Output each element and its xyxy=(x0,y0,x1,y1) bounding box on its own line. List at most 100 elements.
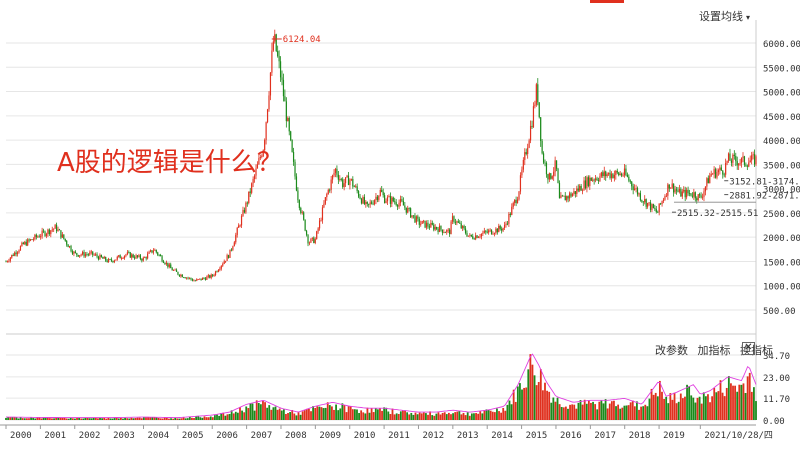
volume-bar xyxy=(224,415,227,420)
price-candle xyxy=(534,104,536,107)
price-candle xyxy=(294,161,296,177)
price-candle xyxy=(258,158,260,165)
price-candle xyxy=(139,255,141,260)
volume-bar xyxy=(111,418,114,420)
price-candle xyxy=(699,194,701,196)
price-candle xyxy=(295,176,298,191)
volume-bar xyxy=(648,398,651,420)
volume-bar xyxy=(431,415,434,420)
volume-bar xyxy=(63,417,66,420)
price-candle xyxy=(584,180,587,189)
price-candle xyxy=(275,34,277,52)
volume-bar xyxy=(99,417,101,420)
volume-bar xyxy=(404,410,406,420)
volume-bar xyxy=(301,411,304,420)
add-indicator-button[interactable]: 加指标 xyxy=(697,344,731,357)
volume-bar xyxy=(600,400,603,420)
price-candle xyxy=(201,277,204,281)
price-candle xyxy=(174,269,176,271)
price-candle xyxy=(291,139,293,152)
price-candle xyxy=(47,229,49,234)
price-candle xyxy=(162,261,165,263)
volume-bar xyxy=(719,380,722,420)
price-candle xyxy=(55,224,58,232)
volume-bar xyxy=(276,409,279,420)
volume-bar xyxy=(640,406,642,420)
volume-bar xyxy=(203,416,206,420)
volume-bar xyxy=(351,409,354,420)
volume-bar xyxy=(151,417,154,420)
range-annotation-label: 3152.81-3174.66 xyxy=(729,178,800,188)
close-icon[interactable]: ✕ xyxy=(742,342,755,355)
volume-bar xyxy=(458,410,461,420)
volume-bar xyxy=(681,398,684,420)
moving-average-settings-button[interactable]: 设置均线 ▾ xyxy=(699,8,750,24)
price-candle xyxy=(191,279,194,281)
price-candle xyxy=(664,196,666,200)
price-candle xyxy=(581,190,584,192)
volume-bar xyxy=(619,408,622,420)
price-candle xyxy=(251,183,253,193)
price-candle xyxy=(290,131,292,140)
volume-bar xyxy=(692,397,695,420)
price-candle xyxy=(74,251,76,253)
volume-bar xyxy=(316,406,319,420)
price-candle xyxy=(511,206,513,215)
price-candle xyxy=(368,203,370,205)
price-candle xyxy=(464,228,467,234)
change-params-button[interactable]: 改参数 xyxy=(655,344,688,357)
price-candle xyxy=(76,252,78,255)
price-candle xyxy=(168,264,170,267)
price-candle xyxy=(401,198,403,202)
volume-bar xyxy=(734,385,737,420)
volume-bar xyxy=(362,412,365,420)
volume-bar xyxy=(211,417,214,420)
price-candle xyxy=(512,202,514,207)
price-candle xyxy=(628,176,630,181)
price-candle xyxy=(173,270,175,271)
price-y-tick-label: 5000.00 xyxy=(763,89,800,99)
volume-bar xyxy=(239,406,241,420)
volume-bar xyxy=(514,401,517,420)
price-candle xyxy=(320,220,322,221)
x-tick-label: 2005 xyxy=(182,431,204,441)
volume-bar xyxy=(13,417,16,420)
switch-indicator-button[interactable]: 换指标 xyxy=(740,344,773,357)
volume-bar xyxy=(374,408,377,420)
volume-bar xyxy=(130,417,133,420)
volume-bar xyxy=(663,398,665,420)
price-candle xyxy=(376,196,378,200)
price-candle xyxy=(6,261,9,263)
volume-bar xyxy=(418,412,421,420)
volume-bar xyxy=(535,385,538,420)
price-candle xyxy=(594,178,597,181)
price-candle xyxy=(558,183,561,199)
volume-bar xyxy=(688,386,691,420)
volume-bar xyxy=(109,418,112,420)
price-candle xyxy=(571,193,574,197)
price-candle xyxy=(449,229,451,235)
volume-bar xyxy=(454,412,457,420)
volume-bar xyxy=(696,397,699,420)
price-candle xyxy=(32,239,35,241)
volume-bar xyxy=(153,417,156,420)
price-candle xyxy=(398,202,400,207)
price-candle xyxy=(743,156,746,165)
volume-bar xyxy=(671,399,674,420)
price-candle xyxy=(524,152,526,160)
price-candle xyxy=(414,215,416,223)
price-candle xyxy=(194,280,196,282)
volume-bar xyxy=(182,417,185,420)
price-candle xyxy=(184,277,186,279)
price-candle xyxy=(287,118,289,122)
price-candle xyxy=(542,153,545,163)
volume-bar xyxy=(610,401,613,420)
price-candle xyxy=(70,246,72,252)
volume-bar xyxy=(113,418,116,420)
price-candle xyxy=(678,188,681,192)
volume-bar xyxy=(249,403,252,420)
volume-bar xyxy=(191,417,193,420)
volume-bar xyxy=(679,393,682,420)
volume-bar xyxy=(343,405,346,420)
price-candle xyxy=(706,178,708,187)
